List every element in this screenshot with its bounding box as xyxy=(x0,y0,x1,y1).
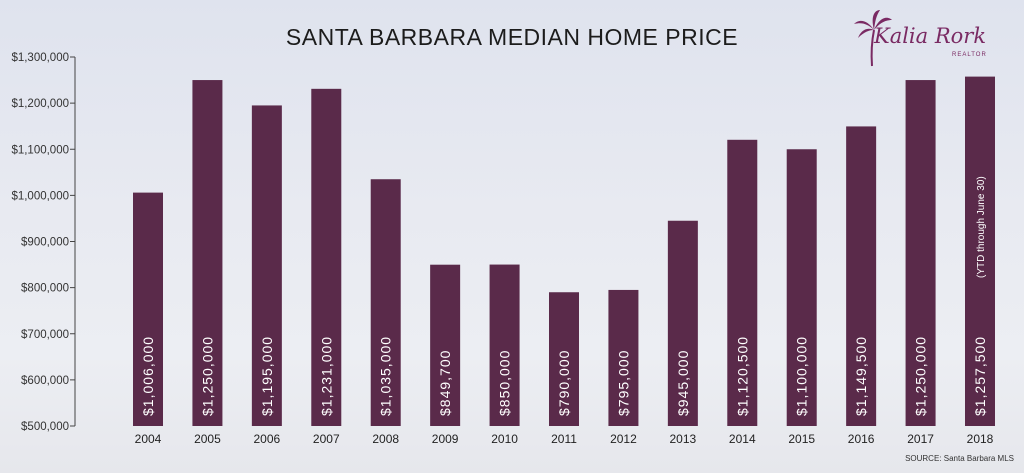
y-tick-label: $1,100,000 xyxy=(11,144,69,156)
bar-value-label: $1,250,000 xyxy=(199,336,215,416)
chart-title: SANTA BARBARA MEDIAN HOME PRICE xyxy=(285,24,739,50)
bar xyxy=(311,88,342,427)
y-tick-label: $700,000 xyxy=(21,329,69,341)
y-tick-label: $1,300,000 xyxy=(11,52,69,64)
bar-value-label: $1,231,000 xyxy=(318,336,334,416)
y-tick-label: $1,000,000 xyxy=(11,190,69,202)
x-tick-label: 2016 xyxy=(848,432,875,446)
source-note: SOURCE: Santa Barbara MLS xyxy=(905,454,1014,463)
bar xyxy=(549,292,579,426)
x-tick-label: 2004 xyxy=(135,432,162,446)
y-tick-label: $900,000 xyxy=(21,237,69,249)
palm-tree-icon xyxy=(854,10,892,67)
bar-value-label: $1,035,000 xyxy=(378,336,394,416)
y-tick-label: $500,000 xyxy=(21,421,69,433)
y-tick-label: $800,000 xyxy=(21,283,69,295)
bar xyxy=(846,126,877,426)
bar-value-label: $1,149,500 xyxy=(853,336,869,416)
y-axis: $500,000 $600,000 $700,000 $800,000 $900,000… xyxy=(11,52,76,433)
x-tick-label: 2014 xyxy=(729,432,756,446)
bar-value-label: $849,700 xyxy=(437,350,453,416)
realtor-logo: Kalia Rork REALTOR xyxy=(852,8,1002,70)
bar-value-label: $1,250,000 xyxy=(913,336,929,416)
x-tick-label: 2017 xyxy=(907,432,934,446)
x-tick-label: 2009 xyxy=(432,432,459,446)
logo-subtitle: REALTOR xyxy=(952,52,987,58)
bar xyxy=(192,80,223,426)
bar-value-label: $850,000 xyxy=(497,350,513,416)
bar-value-label: $1,257,500 xyxy=(972,336,988,416)
bar xyxy=(133,192,163,426)
bar xyxy=(667,220,698,426)
bar xyxy=(608,289,639,426)
bar xyxy=(251,105,282,427)
bar-value-label: $1,120,500 xyxy=(734,336,750,416)
bar-value-label: $945,000 xyxy=(675,350,691,416)
x-tick-label: 2013 xyxy=(670,432,697,446)
x-tick-label: 2005 xyxy=(194,432,221,446)
x-tick-label: 2011 xyxy=(551,432,577,446)
bar xyxy=(430,264,461,426)
x-tick-label: 2006 xyxy=(254,432,281,446)
bar-value-label: $1,006,000 xyxy=(140,336,156,416)
logo-name: Kalia Rork xyxy=(874,24,987,48)
x-tick-label: 2018 xyxy=(967,432,994,446)
ytd-annotation: (YTD through June 30) xyxy=(976,176,987,278)
bar-value-label: $795,000 xyxy=(615,350,631,416)
x-tick-label: 2010 xyxy=(491,432,518,446)
x-axis: 2004 2005 2006 2007 2008 2009 2010 2011 2012 2013… xyxy=(135,432,994,446)
x-tick-label: 2007 xyxy=(313,432,340,446)
x-tick-label: 2008 xyxy=(372,432,399,446)
bar xyxy=(905,80,936,426)
bar xyxy=(727,139,758,426)
bar xyxy=(489,264,520,426)
bar xyxy=(370,179,401,426)
y-tick-label: $600,000 xyxy=(21,375,69,387)
bar-value-label: $790,000 xyxy=(556,350,572,416)
y-tick-label: $1,200,000 xyxy=(11,98,69,110)
bars: $1,006,000 $1,250,000 $1,195,000 $1,231,000… xyxy=(133,76,995,427)
bar xyxy=(965,76,995,427)
bar xyxy=(786,149,817,426)
x-tick-label: 2015 xyxy=(788,432,815,446)
bar-value-label: $1,195,000 xyxy=(259,336,275,416)
x-tick-label: 2012 xyxy=(610,432,637,446)
bar-value-label: $1,100,000 xyxy=(794,336,810,416)
